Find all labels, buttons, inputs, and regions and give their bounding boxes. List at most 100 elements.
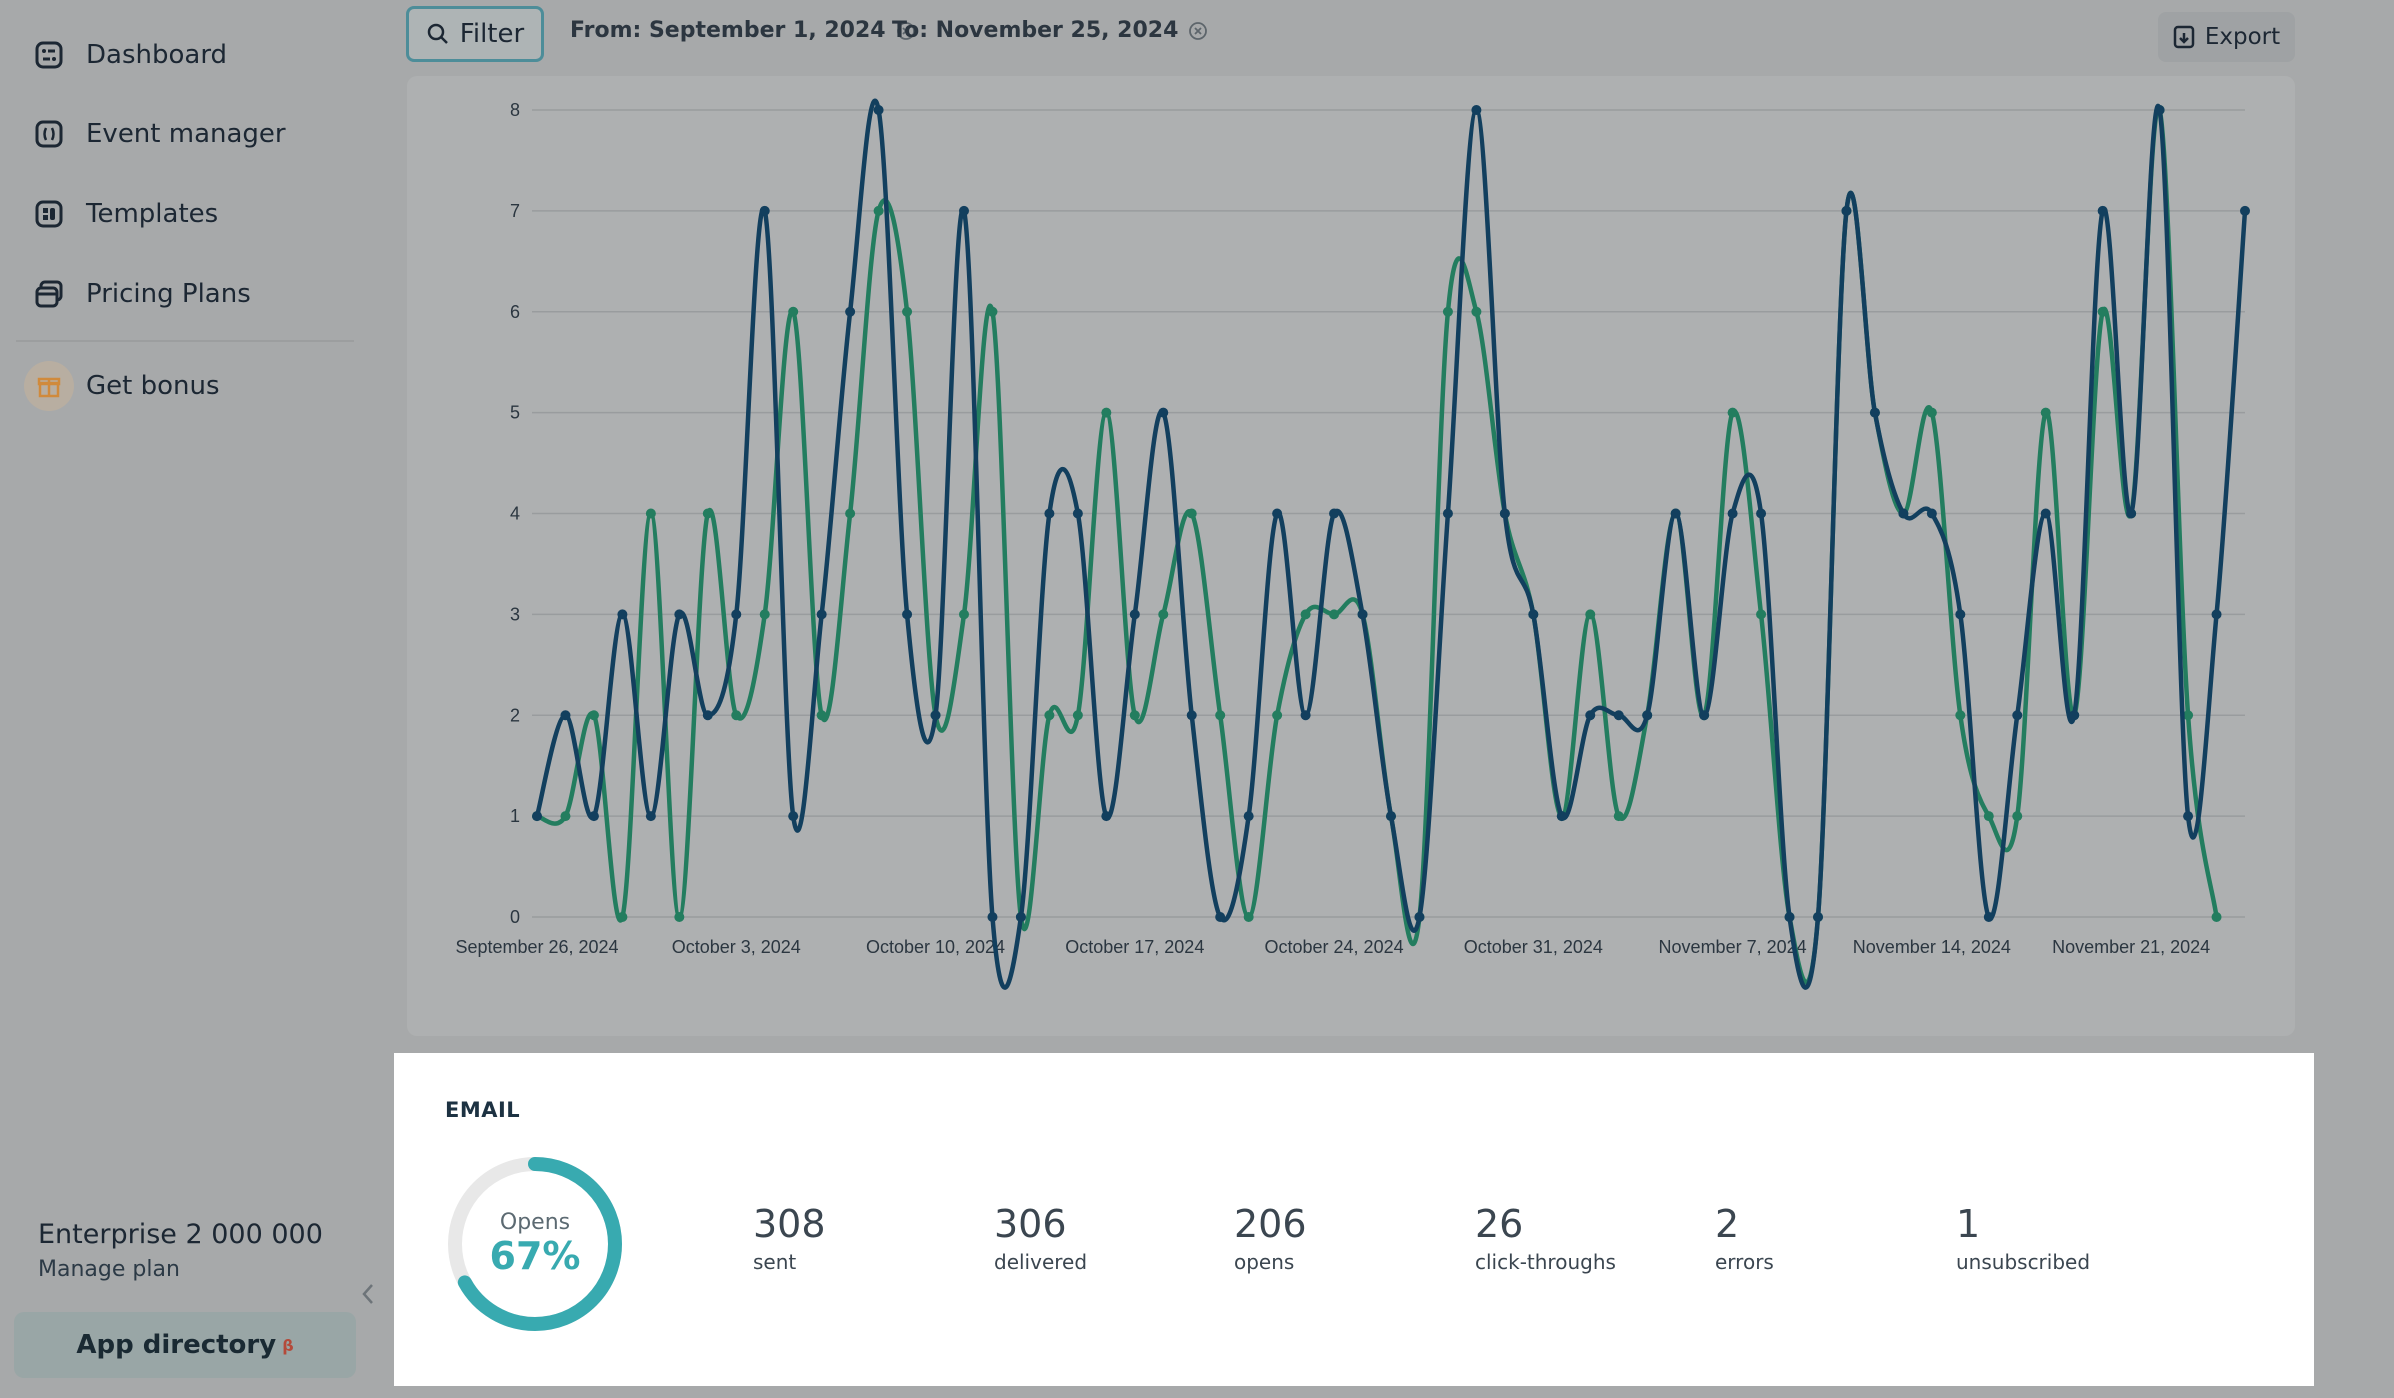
data-point[interactable] xyxy=(1926,407,1937,418)
data-point[interactable] xyxy=(1129,609,1140,620)
data-point[interactable] xyxy=(1044,508,1055,519)
data-point[interactable] xyxy=(731,710,742,721)
data-point[interactable] xyxy=(1158,609,1169,620)
data-point[interactable] xyxy=(588,811,599,822)
data-point[interactable] xyxy=(930,710,941,721)
data-point[interactable] xyxy=(1072,710,1083,721)
data-point[interactable] xyxy=(1329,508,1340,519)
sidebar-item-get-bonus[interactable]: Get bonus xyxy=(24,360,364,412)
sidebar-item-templates[interactable]: Templates xyxy=(34,188,364,240)
app-directory-button[interactable]: App directory β xyxy=(14,1312,356,1378)
clear-from-icon[interactable] xyxy=(896,21,916,41)
data-point[interactable] xyxy=(1215,710,1226,721)
data-point[interactable] xyxy=(1186,508,1197,519)
data-point[interactable] xyxy=(674,609,685,620)
data-point[interactable] xyxy=(1955,609,1966,620)
data-point[interactable] xyxy=(873,205,884,216)
data-point[interactable] xyxy=(987,306,998,317)
data-point[interactable] xyxy=(1898,508,1909,519)
data-point[interactable] xyxy=(1442,508,1453,519)
data-point[interactable] xyxy=(816,609,827,620)
data-point[interactable] xyxy=(1471,306,1482,317)
data-point[interactable] xyxy=(532,811,542,822)
data-point[interactable] xyxy=(959,205,969,216)
data-point[interactable] xyxy=(1670,508,1681,519)
data-point[interactable] xyxy=(1072,508,1083,519)
data-point[interactable] xyxy=(1556,811,1567,822)
data-point[interactable] xyxy=(1613,710,1624,721)
data-point[interactable] xyxy=(1243,912,1254,922)
data-point[interactable] xyxy=(1015,912,1026,922)
data-point[interactable] xyxy=(2012,811,2023,822)
data-point[interactable] xyxy=(1215,912,1226,922)
data-point[interactable] xyxy=(1756,609,1767,620)
data-point[interactable] xyxy=(1727,407,1738,418)
data-point[interactable] xyxy=(1272,508,1283,519)
data-point[interactable] xyxy=(1158,407,1169,418)
data-point[interactable] xyxy=(1699,710,1710,721)
data-point[interactable] xyxy=(1101,407,1112,418)
data-point[interactable] xyxy=(2012,710,2023,721)
data-point[interactable] xyxy=(1756,508,1767,519)
data-point[interactable] xyxy=(1300,609,1311,620)
data-point[interactable] xyxy=(2154,105,2165,115)
data-point[interactable] xyxy=(1983,811,1994,822)
data-point[interactable] xyxy=(2183,811,2194,822)
export-button[interactable]: Export xyxy=(2158,12,2295,62)
sidebar-item-pricing-plans[interactable]: Pricing Plans xyxy=(34,268,364,320)
data-point[interactable] xyxy=(1044,710,1055,721)
data-point[interactable] xyxy=(759,609,770,620)
to-date-chip[interactable]: To: November 25, 2024 xyxy=(892,18,1208,43)
data-point[interactable] xyxy=(1129,710,1140,721)
data-point[interactable] xyxy=(560,811,571,822)
data-point[interactable] xyxy=(1357,609,1368,620)
data-point[interactable] xyxy=(645,811,656,822)
data-point[interactable] xyxy=(1101,811,1112,822)
data-point[interactable] xyxy=(702,508,713,519)
data-point[interactable] xyxy=(1528,609,1539,620)
data-point[interactable] xyxy=(1243,811,1254,822)
data-point[interactable] xyxy=(731,609,742,620)
data-point[interactable] xyxy=(2069,710,2080,721)
data-point[interactable] xyxy=(674,912,685,922)
data-point[interactable] xyxy=(959,609,969,620)
data-point[interactable] xyxy=(902,609,913,620)
data-point[interactable] xyxy=(788,811,799,822)
data-point[interactable] xyxy=(1442,306,1453,317)
data-point[interactable] xyxy=(1471,105,1482,115)
data-point[interactable] xyxy=(588,710,599,721)
data-point[interactable] xyxy=(2040,508,2051,519)
data-point[interactable] xyxy=(1869,407,1880,418)
sidebar-item-event-manager[interactable]: Event manager xyxy=(34,108,364,160)
data-point[interactable] xyxy=(845,306,856,317)
data-point[interactable] xyxy=(873,105,884,115)
filter-button[interactable]: Filter xyxy=(406,6,544,62)
data-point[interactable] xyxy=(617,912,628,922)
data-point[interactable] xyxy=(1784,912,1795,922)
data-point[interactable] xyxy=(759,205,770,216)
data-point[interactable] xyxy=(2211,912,2222,922)
data-point[interactable] xyxy=(816,710,827,721)
data-point[interactable] xyxy=(845,508,856,519)
data-point[interactable] xyxy=(1272,710,1283,721)
data-point[interactable] xyxy=(1585,710,1596,721)
data-point[interactable] xyxy=(1642,710,1653,721)
data-point[interactable] xyxy=(902,306,913,317)
collapse-sidebar-button[interactable] xyxy=(358,1280,378,1308)
data-point[interactable] xyxy=(1983,912,1994,922)
data-point[interactable] xyxy=(1955,710,1966,721)
data-point[interactable] xyxy=(702,710,713,721)
data-point[interactable] xyxy=(987,912,998,922)
manage-plan-link[interactable]: Manage plan xyxy=(38,1257,180,1282)
data-point[interactable] xyxy=(1499,508,1510,519)
data-point[interactable] xyxy=(1386,811,1396,822)
clear-to-icon[interactable] xyxy=(1188,21,1208,41)
data-point[interactable] xyxy=(617,609,628,620)
data-point[interactable] xyxy=(1813,912,1823,922)
data-point[interactable] xyxy=(1926,508,1937,519)
data-point[interactable] xyxy=(788,306,799,317)
data-point[interactable] xyxy=(2097,306,2108,317)
data-point[interactable] xyxy=(2183,710,2194,721)
data-point[interactable] xyxy=(645,508,656,519)
data-point[interactable] xyxy=(2240,205,2250,216)
